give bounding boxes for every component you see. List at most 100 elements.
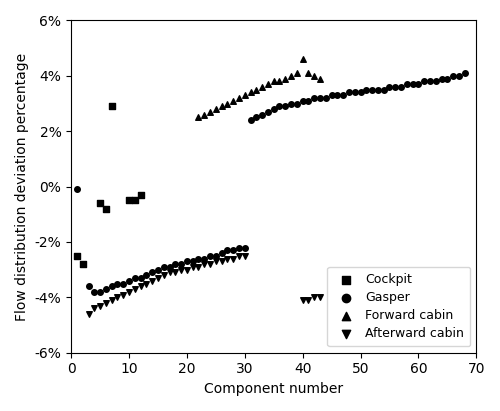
Afterward cabin xyxy=(177,266,185,273)
Cockpit xyxy=(125,197,133,204)
Gasper xyxy=(432,78,440,85)
Afterward cabin xyxy=(218,258,226,265)
Forward cabin xyxy=(316,75,324,82)
Gasper xyxy=(380,86,388,93)
Forward cabin xyxy=(304,70,312,76)
Gasper xyxy=(142,272,150,279)
Gasper xyxy=(455,73,463,79)
Afterward cabin xyxy=(142,280,150,287)
Gasper xyxy=(154,266,162,273)
Afterward cabin xyxy=(166,269,173,276)
Afterward cabin xyxy=(148,277,156,284)
Afterward cabin xyxy=(90,305,98,312)
Forward cabin xyxy=(206,109,214,115)
Gasper xyxy=(108,283,116,290)
Gasper xyxy=(131,275,139,281)
Afterward cabin xyxy=(119,291,127,298)
Afterward cabin xyxy=(154,275,162,281)
Gasper xyxy=(374,86,382,93)
Gasper xyxy=(304,97,312,104)
Forward cabin xyxy=(298,56,306,62)
Gasper xyxy=(397,84,405,90)
Gasper xyxy=(414,81,422,88)
Gasper xyxy=(166,263,173,270)
Legend: Cockpit, Gasper, Forward cabin, Afterward cabin: Cockpit, Gasper, Forward cabin, Afterwar… xyxy=(328,267,470,346)
Gasper xyxy=(298,97,306,104)
Afterward cabin xyxy=(298,297,306,303)
Gasper xyxy=(293,100,301,107)
Gasper xyxy=(241,244,249,251)
Afterward cabin xyxy=(194,263,202,270)
Afterward cabin xyxy=(206,261,214,268)
Afterward cabin xyxy=(172,269,179,276)
Afterward cabin xyxy=(316,294,324,300)
X-axis label: Component number: Component number xyxy=(204,382,344,396)
Gasper xyxy=(246,117,254,123)
Forward cabin xyxy=(310,73,318,79)
Afterward cabin xyxy=(310,294,318,300)
Gasper xyxy=(212,252,220,259)
Gasper xyxy=(403,81,411,88)
Gasper xyxy=(368,86,376,93)
Gasper xyxy=(339,92,347,99)
Cockpit xyxy=(108,103,116,110)
Gasper xyxy=(96,289,104,295)
Gasper xyxy=(218,250,226,256)
Gasper xyxy=(136,275,144,281)
Forward cabin xyxy=(246,89,254,96)
Afterward cabin xyxy=(102,300,110,306)
Gasper xyxy=(334,92,342,99)
Gasper xyxy=(206,252,214,259)
Forward cabin xyxy=(241,92,249,99)
Gasper xyxy=(200,255,208,262)
Gasper xyxy=(420,78,428,85)
Cockpit xyxy=(102,206,110,212)
Afterward cabin xyxy=(160,272,168,279)
Gasper xyxy=(316,95,324,101)
Gasper xyxy=(426,78,434,85)
Afterward cabin xyxy=(224,255,232,262)
Gasper xyxy=(460,70,468,76)
Gasper xyxy=(328,92,336,99)
Gasper xyxy=(114,280,122,287)
Afterward cabin xyxy=(131,286,139,292)
Gasper xyxy=(438,75,446,82)
Afterward cabin xyxy=(200,261,208,268)
Cockpit xyxy=(73,252,81,259)
Gasper xyxy=(229,247,237,254)
Forward cabin xyxy=(276,78,283,85)
Gasper xyxy=(350,89,358,96)
Afterward cabin xyxy=(229,255,237,262)
Gasper xyxy=(322,95,330,101)
Gasper xyxy=(188,258,196,265)
Gasper xyxy=(310,95,318,101)
Gasper xyxy=(356,89,364,96)
Gasper xyxy=(172,261,179,268)
Forward cabin xyxy=(235,95,243,101)
Gasper xyxy=(160,263,168,270)
Gasper xyxy=(270,106,278,112)
Forward cabin xyxy=(194,114,202,121)
Forward cabin xyxy=(270,78,278,85)
Gasper xyxy=(276,103,283,110)
Gasper xyxy=(386,84,394,90)
Gasper xyxy=(194,255,202,262)
Gasper xyxy=(90,289,98,295)
Gasper xyxy=(252,114,260,121)
Afterward cabin xyxy=(235,252,243,259)
Gasper xyxy=(362,86,370,93)
Forward cabin xyxy=(218,103,226,110)
Gasper xyxy=(408,81,416,88)
Gasper xyxy=(224,247,232,254)
Afterward cabin xyxy=(188,263,196,270)
Gasper xyxy=(183,258,191,265)
Afterward cabin xyxy=(84,311,92,317)
Forward cabin xyxy=(224,100,232,107)
Gasper xyxy=(282,103,290,110)
Afterward cabin xyxy=(304,297,312,303)
Gasper xyxy=(391,84,399,90)
Forward cabin xyxy=(287,73,295,79)
Gasper xyxy=(287,100,295,107)
Cockpit xyxy=(96,200,104,206)
Gasper xyxy=(235,244,243,251)
